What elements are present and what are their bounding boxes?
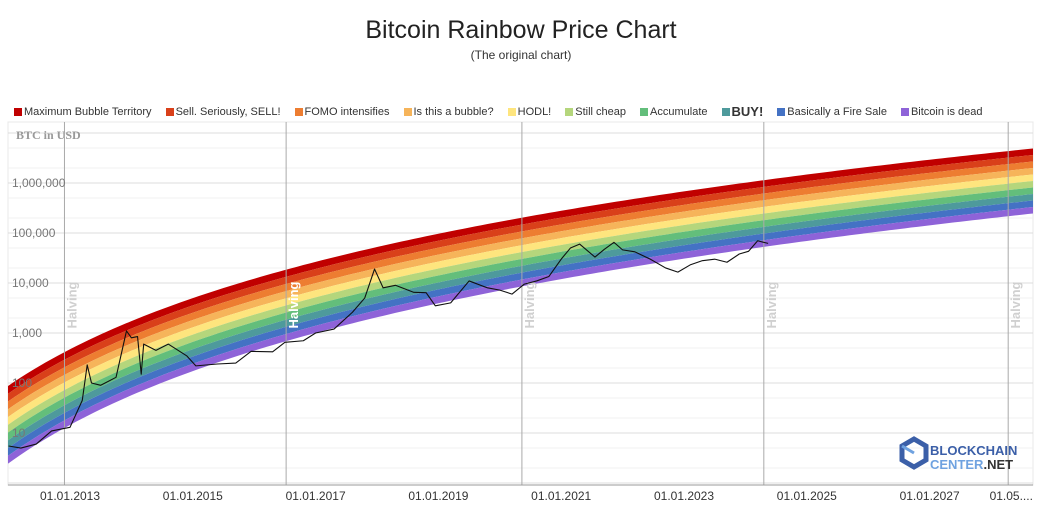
legend-item[interactable]: Maximum Bubble Territory xyxy=(14,104,152,119)
logo-text-line1: BLOCKCHAIN xyxy=(930,443,1017,458)
x-tick-label: 01.01.2025 xyxy=(777,489,837,503)
y-tick-label: 100,000 xyxy=(12,226,56,240)
legend-label: Basically a Fire Sale xyxy=(787,105,887,118)
y-tick-label: 10 xyxy=(12,426,26,440)
legend-item[interactable]: Is this a bubble? xyxy=(403,104,494,119)
halving-label: Halving xyxy=(522,281,537,328)
legend-swatch xyxy=(777,107,786,116)
price-line xyxy=(8,240,769,449)
halving-label: Halving xyxy=(764,281,779,328)
legend-swatch xyxy=(14,107,22,116)
legend-item[interactable]: Sell. Seriously, SELL! xyxy=(165,104,281,119)
legend-label: Still cheap xyxy=(575,105,627,118)
halving-label: Halving xyxy=(64,281,79,328)
legend-label: HODL! xyxy=(517,105,552,118)
legend-item[interactable]: Accumulate xyxy=(640,104,708,119)
legend-label: BUY! xyxy=(731,104,764,119)
legend-swatch xyxy=(640,107,649,116)
legend-item[interactable]: BUY! xyxy=(721,104,764,119)
legend-item[interactable]: HODL! xyxy=(507,104,552,119)
legend-item[interactable]: Bitcoin is dead xyxy=(900,104,983,119)
legend-item[interactable]: Basically a Fire Sale xyxy=(777,104,887,119)
x-tick-label: 01.05.... xyxy=(990,489,1033,503)
legend-label: Is this a bubble? xyxy=(413,105,494,118)
x-tick-label: 01.01.2019 xyxy=(408,489,468,503)
legend: Maximum Bubble Territory Sell. Seriously,… xyxy=(14,104,996,119)
y-axis-label: BTC in USD xyxy=(16,128,81,142)
y-tick-label: 1,000,000 xyxy=(12,176,66,190)
legend-swatch xyxy=(165,107,174,116)
legend-label: FOMO intensifies xyxy=(304,105,390,118)
legend-swatch xyxy=(294,107,303,116)
y-tick-label: 1,000 xyxy=(12,326,42,340)
legend-swatch xyxy=(507,107,516,116)
x-tick-label: 01.01.2017 xyxy=(286,489,346,503)
legend-swatch xyxy=(403,107,412,116)
chart-title: Bitcoin Rainbow Price Chart xyxy=(365,16,677,44)
legend-label: Sell. Seriously, SELL! xyxy=(175,105,281,118)
x-tick-label: 01.01.2021 xyxy=(531,489,591,503)
legend-swatch xyxy=(565,107,574,116)
y-tick-label: 100 xyxy=(12,376,32,390)
x-tick-label: 01.01.2015 xyxy=(163,489,223,503)
legend-label: Bitcoin is dead xyxy=(910,105,983,118)
chart-subtitle: (The original chart) xyxy=(470,48,572,62)
legend-swatch xyxy=(721,107,730,116)
legend-label: Maximum Bubble Territory xyxy=(24,105,152,118)
halving-label: Halving xyxy=(1008,281,1023,328)
logo-cube-icon xyxy=(899,436,929,470)
halving-label: Halving xyxy=(286,281,301,328)
y-tick-label: 10,000 xyxy=(12,276,49,290)
logo-cube-edge xyxy=(901,444,915,455)
logo-text-line2: CENTER.NET xyxy=(930,457,1013,472)
x-tick-label: 01.01.2027 xyxy=(900,489,960,503)
x-tick-label: 01.01.2013 xyxy=(40,489,100,503)
x-tick-label: 01.01.2023 xyxy=(654,489,714,503)
legend-label: Accumulate xyxy=(650,105,708,118)
legend-item[interactable]: Still cheap xyxy=(565,104,626,119)
legend-item[interactable]: FOMO intensifies xyxy=(294,104,390,119)
legend-swatch xyxy=(900,107,909,116)
